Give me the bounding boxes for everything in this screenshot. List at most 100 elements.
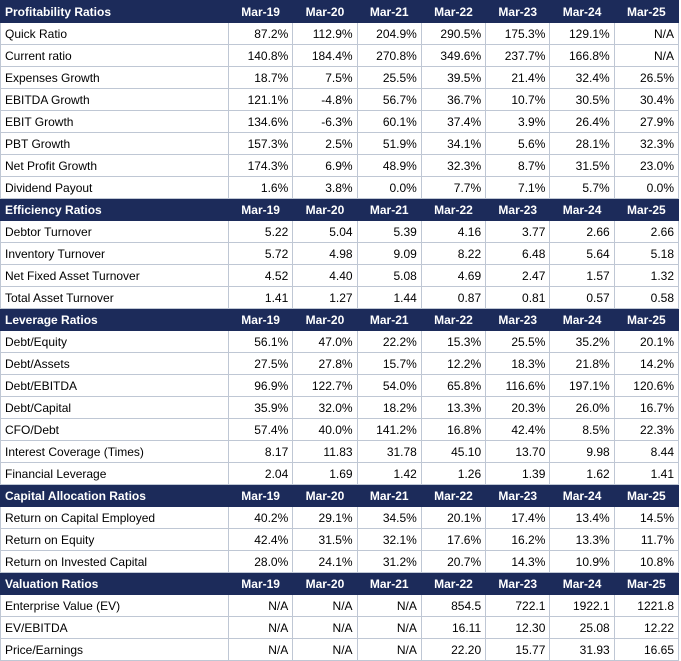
cell-value: 14.3%: [485, 550, 551, 573]
cell-value: 2.47: [485, 264, 551, 287]
column-header: Mar-24: [549, 0, 615, 23]
cell-value: 5.72: [227, 242, 294, 265]
cell-value: 26.5%: [613, 66, 680, 89]
cell-value: 25.5%: [356, 66, 422, 89]
cell-value: 8.22: [420, 242, 487, 265]
cell-value: 3.8%: [292, 176, 358, 199]
cell-value: N/A: [356, 616, 422, 639]
cell-value: 21.8%: [549, 352, 615, 375]
column-header: Mar-20: [292, 0, 358, 23]
column-header: Mar-21: [356, 572, 422, 595]
row-label: Return on Capital Employed: [0, 506, 229, 529]
row-label: CFO/Debt: [0, 418, 229, 441]
cell-value: N/A: [227, 594, 294, 617]
cell-value: 1.26: [420, 462, 487, 485]
cell-value: 60.1%: [356, 110, 422, 133]
cell-value: 4.16: [420, 220, 487, 243]
cell-value: 18.3%: [485, 352, 551, 375]
cell-value: N/A: [227, 638, 294, 661]
cell-value: 0.0%: [356, 176, 422, 199]
cell-value: 65.8%: [420, 374, 487, 397]
column-header: Mar-25: [613, 484, 680, 507]
cell-value: 4.40: [292, 264, 358, 287]
cell-value: 13.3%: [549, 528, 615, 551]
cell-value: 34.1%: [420, 132, 487, 155]
cell-value: 722.1: [485, 594, 551, 617]
column-header: Mar-22: [420, 572, 487, 595]
cell-value: 31.93: [549, 638, 615, 661]
cell-value: 140.8%: [227, 44, 294, 67]
column-header: Mar-20: [292, 198, 358, 221]
table-row: Return on Invested Capital 28.0% 24.1% 31.2…: [0, 550, 680, 573]
column-header: Mar-25: [613, 0, 680, 23]
table-row: Debt/EBITDA 96.9% 122.7% 54.0% 65.8% 116.6% 19…: [0, 374, 680, 397]
row-label: Debt/EBITDA: [0, 374, 229, 397]
cell-value: 13.4%: [549, 506, 615, 529]
cell-value: N/A: [227, 616, 294, 639]
cell-value: 40.2%: [227, 506, 294, 529]
section-header-row: Leverage Ratios Mar-19 Mar-20 Mar-21 Mar-22 M…: [0, 308, 680, 331]
cell-value: 23.0%: [613, 154, 680, 177]
cell-value: 4.52: [227, 264, 294, 287]
column-header: Mar-23: [485, 484, 551, 507]
row-label: Net Fixed Asset Turnover: [0, 264, 229, 287]
cell-value: 5.04: [292, 220, 358, 243]
cell-value: 174.3%: [227, 154, 294, 177]
cell-value: 7.7%: [420, 176, 487, 199]
cell-value: 20.1%: [420, 506, 487, 529]
column-header: Mar-22: [420, 0, 487, 23]
cell-value: N/A: [292, 616, 358, 639]
cell-value: 8.17: [227, 440, 294, 463]
column-header: Mar-24: [549, 308, 615, 331]
cell-value: 25.5%: [485, 330, 551, 353]
cell-value: 16.7%: [613, 396, 680, 419]
cell-value: 6.9%: [292, 154, 358, 177]
cell-value: 37.4%: [420, 110, 487, 133]
cell-value: 7.1%: [485, 176, 551, 199]
row-label: Interest Coverage (Times): [0, 440, 229, 463]
cell-value: 237.7%: [485, 44, 551, 67]
cell-value: 3.9%: [485, 110, 551, 133]
column-header: Mar-19: [227, 0, 294, 23]
row-label: EBITDA Growth: [0, 88, 229, 111]
cell-value: 197.1%: [549, 374, 615, 397]
row-label: Return on Invested Capital: [0, 550, 229, 573]
column-header: Mar-23: [485, 572, 551, 595]
column-header: Mar-24: [549, 572, 615, 595]
cell-value: 4.69: [420, 264, 487, 287]
cell-value: 17.4%: [485, 506, 551, 529]
cell-value: 122.7%: [292, 374, 358, 397]
table-row: Enterprise Value (EV) N/A N/A N/A 854.5 722.1…: [0, 594, 680, 617]
cell-value: 1.42: [356, 462, 422, 485]
table-row: Debt/Capital 35.9% 32.0% 18.2% 13.3% 20.3% 26.…: [0, 396, 680, 419]
cell-value: 120.6%: [613, 374, 680, 397]
cell-value: 2.66: [613, 220, 680, 243]
cell-value: 5.7%: [549, 176, 615, 199]
cell-value: 129.1%: [549, 22, 615, 45]
column-header: Mar-24: [549, 484, 615, 507]
cell-value: 27.5%: [227, 352, 294, 375]
cell-value: 16.11: [420, 616, 487, 639]
cell-value: 141.2%: [356, 418, 422, 441]
row-label: PBT Growth: [0, 132, 229, 155]
row-label: Debt/Assets: [0, 352, 229, 375]
section-title: Capital Allocation Ratios: [0, 484, 229, 507]
cell-value: 0.81: [485, 286, 551, 309]
table-row: EBITDA Growth 121.1% -4.8% 56.7% 36.7% 10.7% 3…: [0, 88, 680, 111]
cell-value: 13.3%: [420, 396, 487, 419]
cell-value: 0.87: [420, 286, 487, 309]
cell-value: 20.1%: [613, 330, 680, 353]
cell-value: 1.57: [549, 264, 615, 287]
cell-value: 134.6%: [227, 110, 294, 133]
cell-value: 32.4%: [549, 66, 615, 89]
row-label: Current ratio: [0, 44, 229, 67]
column-header: Mar-21: [356, 0, 422, 23]
cell-value: 96.9%: [227, 374, 294, 397]
column-header: Mar-22: [420, 484, 487, 507]
cell-value: 42.4%: [227, 528, 294, 551]
table-row: Price/Earnings N/A N/A N/A 22.20 15.77 31.93 16…: [0, 638, 680, 661]
cell-value: 42.4%: [485, 418, 551, 441]
cell-value: 116.6%: [485, 374, 551, 397]
cell-value: 5.08: [356, 264, 422, 287]
